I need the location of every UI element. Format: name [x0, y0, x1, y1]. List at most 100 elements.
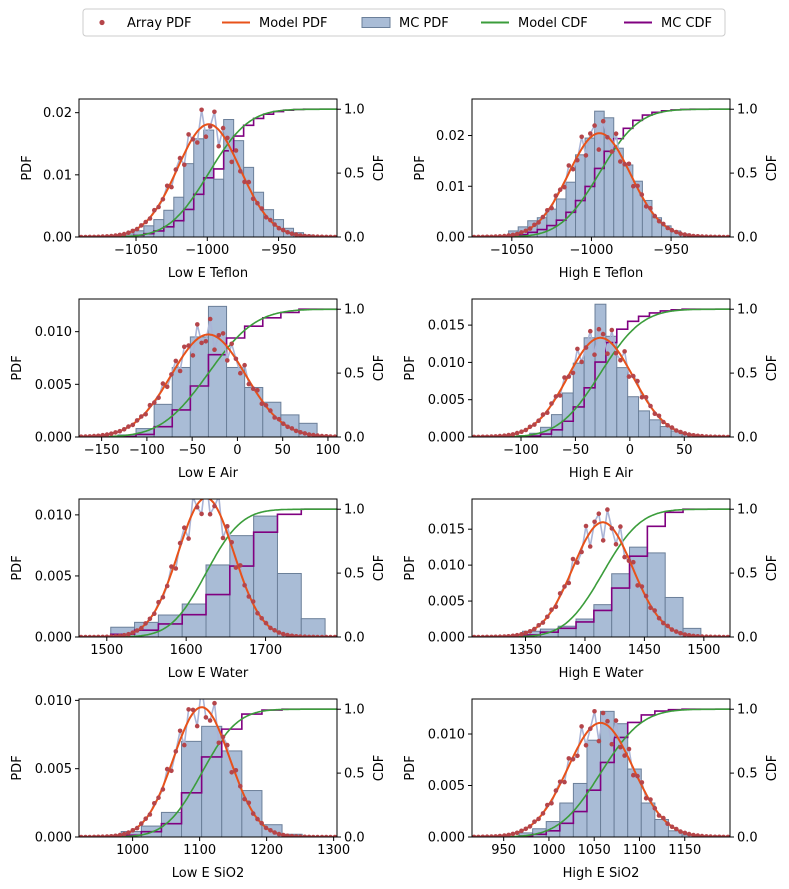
array-pdf-point: [484, 634, 490, 637]
array-pdf-point: [472, 434, 477, 437]
array-pdf-point: [549, 401, 554, 406]
array-pdf-point: [506, 432, 511, 437]
array-pdf-point: [626, 558, 632, 564]
array-pdf-point: [716, 634, 722, 637]
array-pdf-point: [220, 734, 226, 740]
y-tick-label: 0.02: [436, 129, 465, 144]
array-pdf-point: [613, 350, 619, 356]
mc-cdf-step: [472, 308, 730, 437]
cdf-tick-label: 0.0: [737, 631, 758, 646]
array-pdf-point: [613, 131, 619, 136]
array-pdf-point: [686, 831, 692, 837]
x-tick-label: 0: [626, 443, 634, 458]
array-pdf-point: [489, 234, 494, 237]
array-pdf-point: [238, 169, 243, 174]
array-pdf-point: [557, 591, 563, 596]
array-pdf-point: [643, 593, 649, 599]
array-pdf-point: [319, 433, 325, 437]
plot-area: [79, 107, 337, 237]
chart-panel: −100 −50 0 50 High E Air 0.000 0.005 0.010 0.015…: [403, 298, 780, 481]
array-pdf-point: [315, 634, 320, 637]
array-pdf-point: [497, 234, 503, 237]
array-pdf-point: [212, 700, 217, 706]
array-pdf-point: [527, 226, 533, 231]
array-pdf-point: [156, 795, 161, 800]
array-pdf-point: [242, 583, 247, 588]
array-pdf-point: [648, 797, 653, 802]
array-pdf-point: [113, 833, 118, 837]
array-pdf-point: [306, 432, 312, 437]
array-pdf-point: [276, 225, 282, 231]
array-pdf-point: [648, 605, 653, 611]
array-pdf-point: [160, 197, 166, 202]
array-pdf-point: [575, 753, 580, 759]
y-tick-label: 0.010: [428, 728, 465, 743]
array-pdf-point: [691, 633, 696, 637]
array-pdf-point: [199, 511, 204, 517]
x-tick-label: 1150: [668, 843, 701, 858]
array-pdf-point: [674, 826, 679, 832]
cdf-axis-label: CDF: [372, 755, 387, 782]
plot-area: [79, 699, 337, 837]
array-pdf-point: [233, 356, 239, 362]
array-pdf-point: [643, 796, 649, 801]
x-tick-label: 1450: [628, 643, 661, 658]
array-pdf-point: [721, 634, 726, 637]
array-pdf-point: [661, 221, 666, 227]
array-pdf-point: [259, 616, 265, 621]
array-pdf-point: [472, 834, 477, 837]
array-pdf-point: [502, 433, 507, 437]
array-pdf-point: [695, 833, 701, 837]
x-tick-label: 1000: [116, 843, 149, 858]
array-pdf-point: [669, 627, 675, 632]
mc-pdf-bar: [627, 396, 640, 437]
array-pdf-point: [328, 834, 333, 837]
array-pdf-point: [306, 234, 312, 237]
array-pdf-point: [553, 604, 559, 610]
array-pdf-point: [104, 432, 110, 437]
mc-pdf-bar: [300, 618, 326, 637]
array-pdf-point: [691, 433, 696, 437]
array-pdf-point: [324, 434, 329, 437]
array-pdf-point: [79, 634, 84, 637]
array-pdf-point: [639, 780, 645, 785]
array-pdf-point: [306, 634, 312, 637]
cdf-tick-label: 0.5: [737, 567, 758, 582]
array-pdf-point: [682, 632, 688, 637]
x-tick-label: 1200: [250, 843, 283, 858]
array-pdf-point: [566, 756, 572, 761]
array-pdf-point: [519, 230, 524, 235]
array-pdf-point: [79, 834, 84, 837]
array-pdf-point: [562, 584, 567, 589]
array-pdf-point: [87, 234, 93, 237]
y-tick-label: 0.005: [35, 569, 72, 584]
array-pdf-point: [725, 434, 730, 437]
array-pdf-point: [527, 824, 533, 829]
array-pdf-point: [293, 834, 299, 837]
array-pdf-point: [686, 633, 692, 637]
array-pdf-point: [553, 788, 559, 793]
x-tick-label: −950: [653, 243, 689, 258]
array-pdf-point: [717, 434, 722, 437]
array-pdf-point: [514, 231, 520, 237]
array-pdf-point: [618, 744, 623, 750]
array-pdf-point: [160, 787, 166, 792]
array-pdf-point: [605, 507, 610, 512]
array-pdf-point: [199, 107, 204, 113]
array-pdf-point: [489, 634, 494, 637]
x-tick-label: 1300: [317, 843, 350, 858]
array-pdf-point: [587, 544, 593, 549]
array-pdf-point: [109, 233, 114, 237]
array-pdf-point: [523, 427, 529, 433]
array-pdf-point: [545, 614, 550, 620]
array-pdf-point: [557, 393, 563, 398]
array-pdf-point: [293, 634, 299, 637]
y-axis-label: PDF: [10, 755, 25, 780]
cdf-tick-label: 0.0: [344, 831, 365, 846]
array-pdf-point: [699, 234, 705, 237]
array-pdf-point: [121, 427, 127, 432]
array-pdf-point: [695, 433, 701, 437]
mc-pdf-bar: [613, 723, 629, 837]
array-pdf-point: [562, 375, 567, 380]
array-pdf-point: [207, 124, 213, 129]
